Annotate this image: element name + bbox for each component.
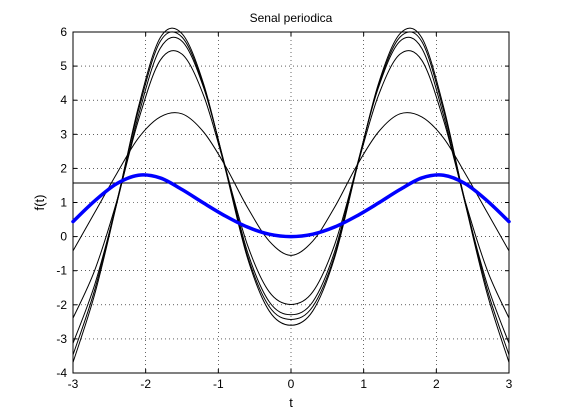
chart-title: Senal periodica — [250, 11, 333, 25]
y-tick-label: 3 — [60, 127, 67, 141]
series-line-2 — [72, 112, 510, 256]
y-tick-label: -2 — [56, 298, 67, 312]
y-tick-label: -1 — [56, 264, 67, 278]
series-group — [71, 27, 511, 363]
y-tick-label: 1 — [60, 196, 67, 210]
y-tick-label: 6 — [60, 25, 67, 39]
x-tick-label: -2 — [140, 377, 151, 391]
series-line-6 — [72, 27, 510, 363]
y-tick-label: -4 — [56, 366, 67, 380]
x-tick-label: 1 — [360, 377, 367, 391]
x-axis-label: t — [289, 395, 293, 410]
series-line-3 — [72, 50, 510, 319]
y-tick-label: 5 — [60, 59, 67, 73]
plot-frame — [72, 31, 510, 374]
y-tick-label: -3 — [56, 332, 67, 346]
x-tick-label: -1 — [213, 377, 224, 391]
x-tick-label: 3 — [506, 377, 513, 391]
grid — [72, 31, 510, 374]
y-tick-label: 0 — [60, 230, 67, 244]
y-tick-label: 4 — [60, 93, 67, 107]
y-tick-label: 2 — [60, 161, 67, 175]
x-tick-label: -3 — [68, 377, 79, 391]
x-tick-label: 0 — [288, 377, 295, 391]
series-line-5 — [72, 31, 510, 356]
series-line-4 — [72, 36, 510, 344]
y-axis-label: f(t) — [32, 195, 47, 211]
series-line-7 — [71, 173, 511, 239]
x-tick-label: 2 — [433, 377, 440, 391]
